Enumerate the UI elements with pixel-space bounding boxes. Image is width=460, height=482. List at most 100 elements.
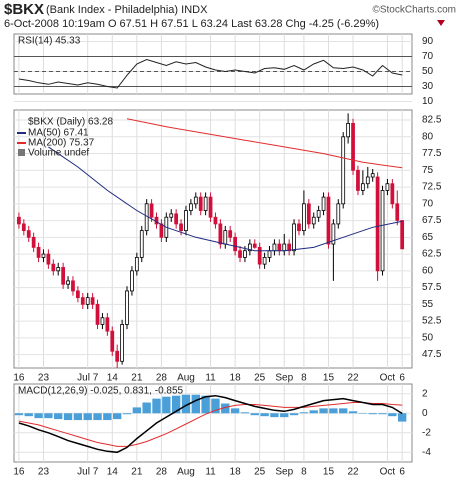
candle-body <box>130 270 134 292</box>
candle-body <box>238 250 242 258</box>
histogram-bar <box>122 413 132 415</box>
histogram-bar <box>329 408 338 414</box>
moving-average <box>126 118 403 169</box>
x-tick-label: 25 <box>254 373 266 384</box>
candle-body <box>184 210 188 232</box>
histogram-bar <box>280 413 289 418</box>
down-arrow <box>437 20 445 26</box>
candle-body <box>21 223 26 232</box>
candle-body <box>66 280 70 285</box>
candle-body <box>115 350 120 362</box>
x-tick-label: 16 <box>13 373 25 384</box>
panel-title: RSI(14) 45.33 <box>18 36 81 47</box>
candle-body <box>346 123 350 138</box>
price-legend: $BKX (Daily) 63.28 <box>28 117 113 128</box>
candle-body <box>76 290 80 299</box>
candle-body <box>302 203 306 232</box>
candle-body <box>370 173 375 178</box>
candle-body <box>360 183 365 191</box>
histogram-bar <box>299 412 309 414</box>
candle-body <box>400 220 405 250</box>
symbol: $BKX <box>4 1 44 18</box>
histogram-bar <box>358 413 368 414</box>
candle-body <box>380 190 385 272</box>
macd-line <box>18 394 403 454</box>
candle-body <box>203 196 208 211</box>
x-tick-label: 6 <box>399 467 405 478</box>
x-tick-label: 14 <box>107 373 119 384</box>
candle-body <box>174 213 179 225</box>
x-tick-label: 15 <box>323 467 335 478</box>
candle-body <box>110 330 115 352</box>
candle-body <box>189 203 193 211</box>
candle-body <box>282 243 287 252</box>
candle-body <box>56 267 61 272</box>
candle-body <box>41 253 46 258</box>
histogram-bar <box>152 398 161 414</box>
histogram-bar <box>44 413 53 419</box>
candle-body <box>326 196 331 245</box>
y-tick-label: 55 <box>422 299 434 310</box>
y-tick-label: 30 <box>422 81 434 92</box>
panel-frame <box>13 383 413 463</box>
y-tick-label: 75 <box>422 165 434 176</box>
candle-body <box>31 236 36 248</box>
candle-body <box>311 216 316 225</box>
candle-body <box>267 250 272 258</box>
histogram-bar <box>171 395 181 414</box>
histogram-bar <box>368 413 377 415</box>
histogram-bar <box>339 408 348 414</box>
candle-body <box>105 317 110 332</box>
histogram-bar <box>378 413 387 415</box>
candle-body <box>390 183 395 205</box>
candle-body <box>179 223 183 232</box>
y-tick-label: 2 <box>422 388 428 399</box>
x-tick-label: 6 <box>399 373 405 384</box>
candle-body <box>277 243 282 252</box>
legend-swatch <box>18 149 25 156</box>
y-tick-label: 50 <box>422 66 434 77</box>
candle-body <box>351 123 355 171</box>
histogram-bar <box>348 411 358 414</box>
histogram-bar <box>309 410 318 414</box>
candle-body <box>218 223 223 245</box>
y-tick-label: 82.5 <box>422 115 442 126</box>
x-tick-label: 16 <box>13 467 25 478</box>
candle-body <box>341 136 346 205</box>
x-tick-label: Aug <box>177 373 195 384</box>
candle-body <box>287 243 292 252</box>
candle-body <box>17 216 21 225</box>
x-tick-label: Jul 7 <box>77 467 99 478</box>
rsi-line <box>18 58 403 89</box>
histogram-bar <box>14 413 24 416</box>
candle-body <box>46 253 51 265</box>
candle-body <box>316 210 321 218</box>
histogram-bar <box>83 413 92 421</box>
histogram-bar <box>201 395 210 414</box>
candle-body <box>61 267 66 285</box>
candle-body <box>233 236 237 252</box>
histogram-bar <box>162 396 171 414</box>
candle-body <box>336 203 341 225</box>
panel-title: MACD(12,26,9) -0.025, 0.831, -0.855 <box>18 386 184 397</box>
histogram-bar <box>289 413 299 416</box>
histogram-bar <box>230 408 240 414</box>
y-tick-label: 80 <box>422 131 434 142</box>
candle-body <box>331 223 336 245</box>
x-tick-label: 22 <box>347 467 359 478</box>
candle-body <box>95 303 100 325</box>
y-tick-label: 90 <box>422 36 434 47</box>
candle-body <box>159 223 164 238</box>
histogram-bar <box>250 413 259 416</box>
x-tick-label: 23 <box>38 373 50 384</box>
x-tick-label: Oct <box>380 467 396 478</box>
x-tick-label: 8 <box>301 467 307 478</box>
y-tick-label: 57.5 <box>422 282 442 293</box>
x-tick-label: Aug <box>177 467 195 478</box>
candle-body <box>193 196 198 205</box>
histogram-bar <box>63 413 73 421</box>
y-tick-label: 50 <box>422 332 434 343</box>
candle-body <box>243 250 247 258</box>
credit: ©StockCharts.com <box>372 5 456 16</box>
